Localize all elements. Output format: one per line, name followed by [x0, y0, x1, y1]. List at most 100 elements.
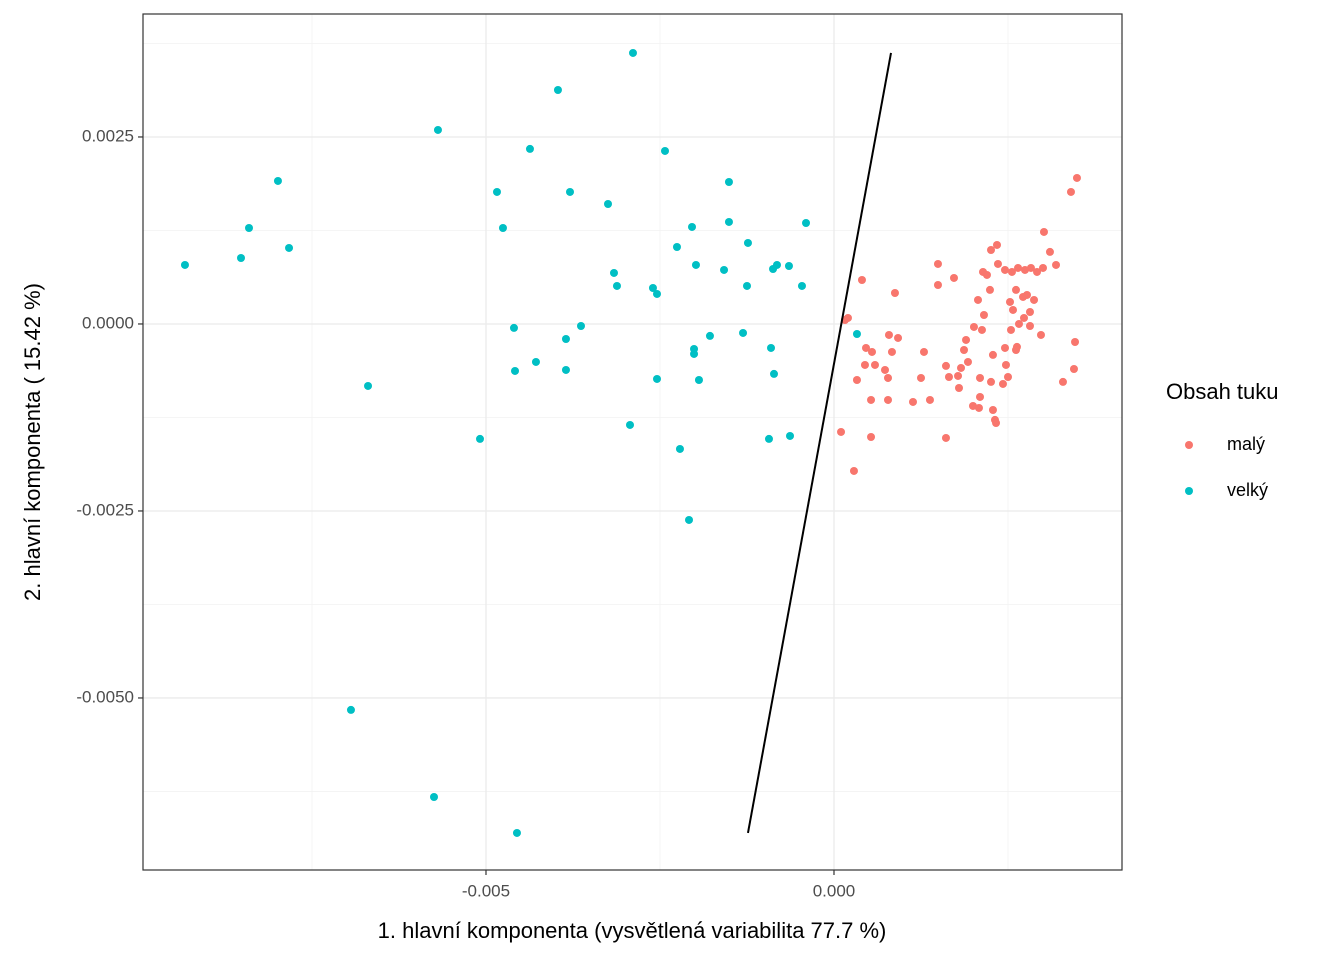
point — [867, 432, 876, 441]
point — [1020, 313, 1029, 322]
point — [675, 444, 684, 453]
point — [1039, 263, 1048, 272]
point — [364, 381, 373, 390]
point — [797, 281, 806, 290]
legend-title: Obsah tuku — [1166, 379, 1279, 404]
point — [180, 260, 189, 269]
point — [802, 218, 811, 227]
point — [973, 295, 982, 304]
point — [884, 373, 893, 382]
point — [690, 349, 699, 358]
point — [236, 253, 245, 262]
point — [987, 377, 996, 386]
point — [1022, 290, 1031, 299]
x-axis-title: 1. hlavní komponenta (vysvětlená variabi… — [378, 918, 887, 943]
point — [1001, 360, 1010, 369]
point — [987, 245, 996, 254]
point — [954, 371, 963, 380]
point — [672, 242, 681, 251]
point — [977, 325, 986, 334]
point — [925, 395, 934, 404]
point — [933, 280, 942, 289]
point — [1025, 321, 1034, 330]
point — [694, 375, 703, 384]
point — [979, 267, 988, 276]
point — [884, 395, 893, 404]
point — [979, 310, 988, 319]
point — [786, 431, 795, 440]
y-tick-label: -0.0050 — [76, 687, 134, 706]
legend-label: velký — [1227, 480, 1268, 500]
point — [724, 217, 733, 226]
grid — [143, 14, 1122, 870]
point — [273, 176, 282, 185]
point — [576, 321, 585, 330]
point — [894, 333, 903, 342]
point — [852, 375, 861, 384]
point — [492, 187, 501, 196]
point — [511, 366, 520, 375]
y-tick-label: 0.0000 — [82, 313, 134, 332]
point — [941, 433, 950, 442]
point — [612, 281, 621, 290]
point — [1001, 265, 1010, 274]
point — [764, 434, 773, 443]
point — [1011, 345, 1020, 354]
point — [884, 330, 893, 339]
point — [976, 392, 985, 401]
point — [976, 373, 985, 382]
point — [941, 361, 950, 370]
point — [960, 345, 969, 354]
point — [963, 357, 972, 366]
point — [245, 224, 254, 232]
point — [429, 792, 438, 801]
point — [720, 265, 729, 274]
point — [648, 283, 657, 292]
point — [852, 329, 861, 338]
x-tick-label: 0.000 — [813, 881, 856, 900]
point — [919, 347, 928, 356]
point — [685, 515, 694, 524]
point — [1033, 267, 1042, 276]
point — [512, 828, 521, 837]
point — [604, 199, 613, 208]
point — [974, 403, 983, 412]
point — [1020, 265, 1029, 274]
point — [949, 273, 958, 282]
point — [944, 372, 953, 381]
point — [1066, 187, 1075, 196]
point — [509, 323, 518, 332]
point — [1014, 263, 1023, 272]
point — [561, 365, 570, 374]
point — [705, 331, 714, 340]
x-tick-label: -0.005 — [462, 881, 510, 900]
point — [862, 343, 871, 352]
point — [525, 144, 534, 153]
point — [1069, 364, 1078, 373]
point — [867, 347, 876, 356]
point — [1045, 247, 1054, 256]
legend: malý velký — [1185, 434, 1268, 500]
point — [767, 343, 776, 352]
point — [1071, 337, 1080, 346]
point — [962, 335, 971, 344]
point — [992, 419, 1001, 428]
point — [837, 427, 846, 436]
point — [969, 322, 978, 331]
point — [849, 466, 858, 475]
point — [784, 261, 793, 270]
point — [724, 177, 733, 186]
point — [1036, 330, 1045, 339]
point — [652, 374, 661, 383]
point — [553, 85, 562, 94]
point — [1006, 325, 1015, 334]
point — [1025, 307, 1034, 316]
point — [993, 259, 1002, 268]
point — [954, 383, 963, 392]
point — [346, 705, 355, 714]
point — [661, 146, 670, 155]
point — [628, 48, 637, 57]
point — [870, 360, 879, 369]
y-tick-label: 0.0025 — [82, 126, 134, 145]
